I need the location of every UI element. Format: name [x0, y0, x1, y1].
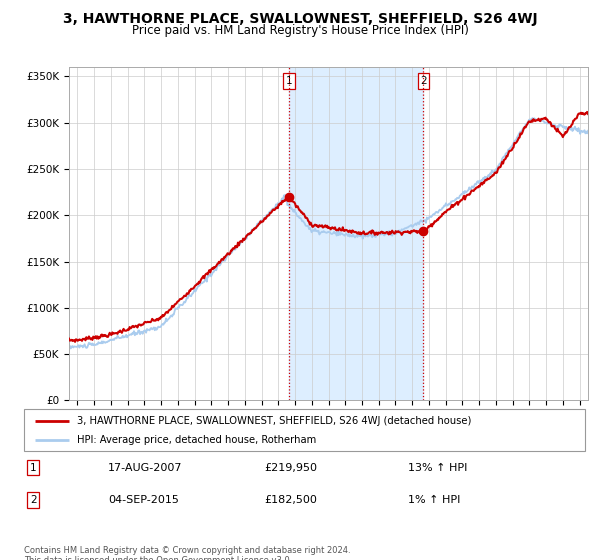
Text: 2: 2: [420, 76, 427, 86]
Text: 1: 1: [286, 76, 292, 86]
Text: 3, HAWTHORNE PLACE, SWALLOWNEST, SHEFFIELD, S26 4WJ: 3, HAWTHORNE PLACE, SWALLOWNEST, SHEFFIE…: [62, 12, 538, 26]
Text: Price paid vs. HM Land Registry's House Price Index (HPI): Price paid vs. HM Land Registry's House …: [131, 24, 469, 36]
FancyBboxPatch shape: [24, 409, 585, 451]
Text: 04-SEP-2015: 04-SEP-2015: [108, 495, 179, 505]
Text: £182,500: £182,500: [264, 495, 317, 505]
Text: 3, HAWTHORNE PLACE, SWALLOWNEST, SHEFFIELD, S26 4WJ (detached house): 3, HAWTHORNE PLACE, SWALLOWNEST, SHEFFIE…: [77, 416, 472, 426]
Text: HPI: Average price, detached house, Rotherham: HPI: Average price, detached house, Roth…: [77, 435, 317, 445]
Text: 13% ↑ HPI: 13% ↑ HPI: [408, 463, 467, 473]
Text: 17-AUG-2007: 17-AUG-2007: [108, 463, 182, 473]
Text: 1: 1: [30, 463, 37, 473]
Text: 2: 2: [30, 495, 37, 505]
Text: 1% ↑ HPI: 1% ↑ HPI: [408, 495, 460, 505]
Text: Contains HM Land Registry data © Crown copyright and database right 2024.
This d: Contains HM Land Registry data © Crown c…: [24, 546, 350, 560]
Bar: [289, 67, 424, 400]
Text: £219,950: £219,950: [264, 463, 317, 473]
